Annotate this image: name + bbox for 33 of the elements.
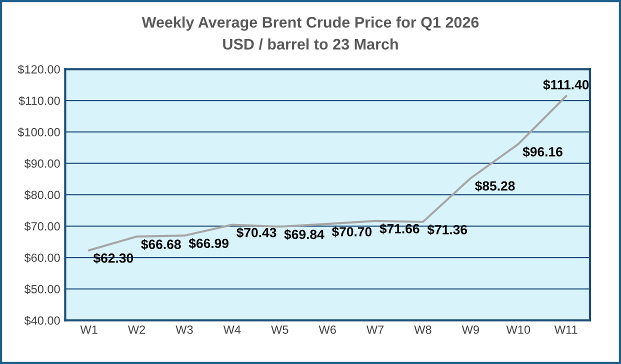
x-tick-label: W7	[366, 326, 384, 334]
y-tick-label: $80.00	[24, 190, 60, 200]
data-label: $70.43	[236, 227, 276, 238]
x-tick-label: W4	[223, 326, 241, 334]
x-tick-label: W8	[414, 325, 432, 334]
y-tick-label: $120.00	[18, 64, 60, 74]
x-tick-label: W2	[128, 325, 146, 334]
data-label: $96.16	[522, 146, 562, 158]
x-tick-label: W5	[271, 326, 288, 334]
x-tick-label: W11	[554, 326, 578, 334]
y-tick-label: $100.00	[18, 127, 60, 138]
y-tick-label: $60.00	[24, 253, 60, 263]
y-tick-label: $70.00	[24, 222, 60, 232]
line-series	[88, 95, 568, 252]
y-tick-label: $90.00	[24, 158, 60, 168]
y-tick-label: $110.00	[18, 96, 60, 106]
x-tick-label: W9	[462, 325, 479, 334]
data-label: $69.84	[284, 229, 324, 240]
x-tick-label: W6	[318, 325, 336, 334]
data-label: $71.66	[380, 223, 420, 234]
x-tick-label: W1	[80, 326, 98, 334]
y-tick-label: $50.00	[24, 284, 60, 294]
data-label: $66.99	[188, 238, 228, 249]
y-tick-label: $40.00	[24, 316, 60, 326]
data-label: $66.68	[141, 239, 181, 250]
data-label: $71.36	[427, 224, 468, 236]
chart-title: Weekly Average Brent Crude Price for Q1 2026	[142, 16, 479, 31]
x-tick-label: W3	[176, 325, 193, 334]
chart-subtitle: USD / barrel to 23 March	[223, 38, 398, 50]
data-label: $85.28	[475, 180, 515, 192]
x-tick-label: W10	[506, 325, 530, 334]
data-label: $70.70	[332, 226, 372, 238]
data-label: $111.40	[543, 79, 589, 90]
